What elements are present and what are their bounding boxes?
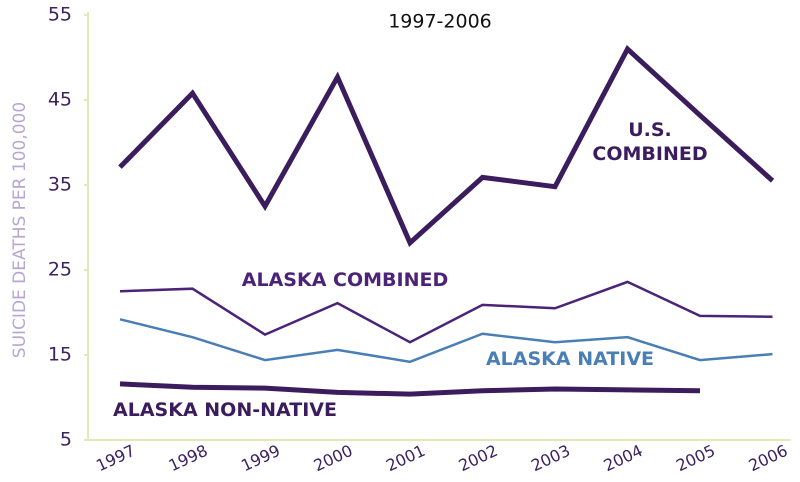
- y-tick-label: 35: [48, 174, 72, 196]
- series-line: [118, 44, 775, 247]
- x-tick-label: 2002: [456, 441, 501, 475]
- x-tick-label: 2006: [746, 441, 791, 475]
- x-tick-label: 1997: [93, 441, 138, 475]
- x-tick-label: 2004: [601, 441, 646, 475]
- series-label: ALASKA NATIVE: [485, 348, 655, 370]
- x-tick-label: 1999: [238, 441, 283, 475]
- series-label: U.S. COMBINED: [592, 119, 708, 165]
- x-tick-label: 2003: [528, 441, 573, 475]
- series-line: [119, 318, 773, 364]
- chart-title: 1997-2006: [388, 11, 492, 33]
- y-tick-label: 25: [48, 259, 72, 281]
- y-axis-label: SUICIDE DEATHS PER 100,000: [10, 102, 30, 358]
- series-line: [119, 280, 773, 344]
- y-tick-label: 45: [48, 89, 72, 111]
- x-tick-label: 2005: [673, 441, 718, 475]
- series-label: ALASKA NON-NATIVE: [113, 399, 337, 421]
- y-tick-label: 55: [48, 4, 72, 26]
- x-tick-label: 1998: [166, 441, 211, 475]
- series-line: [119, 381, 701, 397]
- y-tick-label: 15: [48, 344, 72, 366]
- series-label: ALASKA COMBINED: [241, 269, 449, 291]
- y-tick-label: 5: [60, 429, 72, 451]
- x-tick-label: 2000: [311, 441, 356, 475]
- x-tick-label: 2001: [383, 441, 428, 475]
